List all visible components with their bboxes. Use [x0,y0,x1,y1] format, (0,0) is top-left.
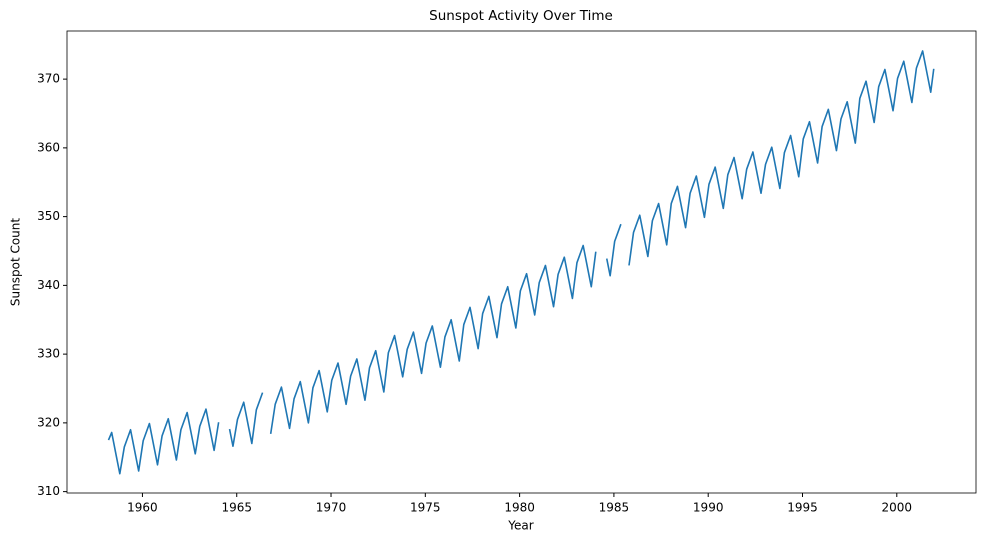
y-tick-label: 330 [37,347,60,361]
x-tick-label: 1965 [221,501,252,515]
x-tick-label: 2000 [882,501,913,515]
x-tick-label: 1995 [787,501,818,515]
x-tick-label: 1960 [127,501,158,515]
data-line [107,50,935,475]
x-tick-label: 1980 [504,501,535,515]
chart-title: Sunspot Activity Over Time [429,8,613,24]
y-tick-label: 360 [37,140,60,154]
x-tick-label: 1990 [693,501,724,515]
x-tick-label: 1970 [316,501,347,515]
x-tick-label: 1975 [410,501,441,515]
y-tick-label: 370 [37,72,60,86]
plot-frame [66,30,977,494]
x-axis-label: Year [507,519,533,533]
y-tick-label: 350 [37,209,60,223]
x-tick-label: 1985 [599,501,630,515]
y-tick-label: 310 [37,484,60,498]
y-tick-label: 340 [37,278,60,292]
y-tick-label: 320 [37,415,60,429]
y-axis-label: Sunspot Count [9,218,23,306]
